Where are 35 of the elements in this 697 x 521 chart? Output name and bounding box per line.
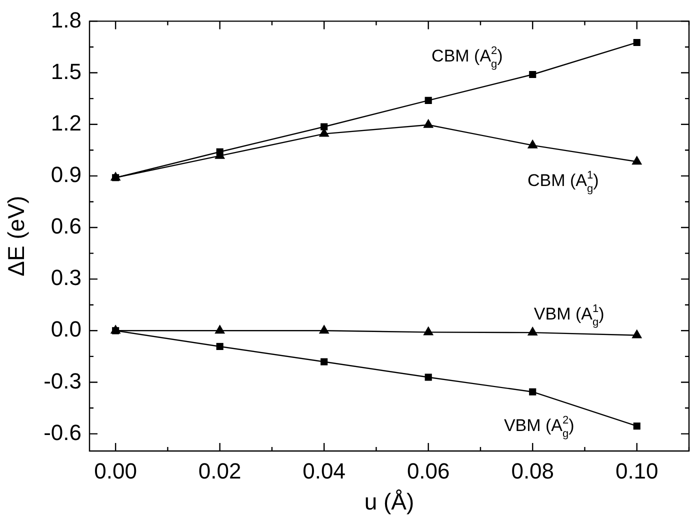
x-tick-label: 0.00 bbox=[94, 458, 137, 484]
point bbox=[529, 388, 536, 396]
x-tick-label: 0.06 bbox=[406, 458, 450, 484]
point bbox=[423, 118, 434, 128]
y-tick-label: 0.9 bbox=[50, 162, 82, 187]
point bbox=[320, 123, 328, 130]
point bbox=[527, 139, 538, 148]
y-tick-label: -0.3 bbox=[44, 368, 82, 394]
point bbox=[320, 358, 328, 366]
y-axis-title: ΔE (eV) bbox=[3, 196, 30, 276]
point bbox=[214, 324, 226, 334]
x-tick-label: 0.08 bbox=[511, 458, 554, 484]
y-tick-label: 0.6 bbox=[50, 214, 82, 239]
y-tick-label: 1.2 bbox=[50, 110, 82, 136]
y-tick-label: 0.0 bbox=[50, 316, 82, 342]
point bbox=[423, 326, 434, 336]
x-tick-label: 0.02 bbox=[198, 458, 242, 484]
point bbox=[216, 148, 224, 156]
point bbox=[633, 422, 640, 430]
point bbox=[527, 326, 538, 336]
x-tick-label: 0.10 bbox=[615, 458, 658, 484]
y-tick-label: 0.3 bbox=[50, 265, 82, 290]
x-tick-label: 0.04 bbox=[302, 458, 346, 484]
x-axis-title: u (Å) bbox=[364, 488, 414, 515]
point bbox=[632, 156, 642, 165]
y-tick-label: -0.6 bbox=[44, 420, 82, 445]
point bbox=[424, 374, 432, 381]
point bbox=[216, 342, 224, 350]
point bbox=[632, 329, 642, 338]
point bbox=[633, 38, 640, 46]
y-tick-label: 1.8 bbox=[50, 7, 82, 32]
y-tick-label: 1.5 bbox=[50, 58, 82, 84]
point bbox=[529, 70, 536, 78]
point bbox=[318, 324, 330, 334]
point bbox=[424, 96, 432, 104]
